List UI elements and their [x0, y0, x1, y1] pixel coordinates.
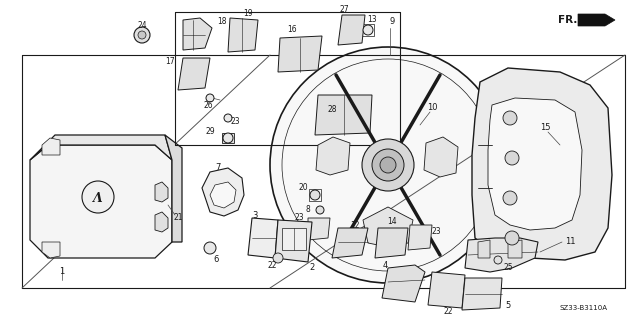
Polygon shape — [465, 238, 538, 272]
Text: 16: 16 — [287, 26, 297, 35]
Text: 18: 18 — [217, 18, 226, 27]
Polygon shape — [165, 135, 182, 242]
Text: 1: 1 — [59, 268, 65, 276]
Polygon shape — [508, 240, 522, 258]
Text: 26: 26 — [203, 100, 213, 109]
Circle shape — [363, 25, 373, 35]
Polygon shape — [478, 240, 490, 258]
Circle shape — [372, 149, 404, 181]
Polygon shape — [155, 182, 168, 202]
Text: 8: 8 — [305, 205, 310, 214]
Circle shape — [505, 231, 519, 245]
Text: 25: 25 — [503, 263, 513, 273]
Circle shape — [505, 151, 519, 165]
Polygon shape — [424, 137, 458, 177]
Polygon shape — [462, 278, 502, 310]
Text: 17: 17 — [165, 58, 175, 67]
Text: 9: 9 — [389, 18, 394, 27]
Text: 19: 19 — [243, 10, 253, 19]
Polygon shape — [42, 242, 60, 258]
Circle shape — [503, 111, 517, 125]
Polygon shape — [183, 18, 212, 50]
Text: 6: 6 — [213, 255, 219, 265]
Polygon shape — [316, 137, 350, 175]
Polygon shape — [42, 138, 60, 155]
Text: 3: 3 — [252, 211, 258, 220]
Text: 29: 29 — [206, 127, 215, 137]
Circle shape — [82, 181, 114, 213]
Polygon shape — [155, 212, 168, 232]
Polygon shape — [222, 133, 234, 143]
Polygon shape — [488, 98, 582, 230]
Circle shape — [503, 191, 517, 205]
Text: 10: 10 — [426, 103, 437, 113]
Polygon shape — [210, 182, 236, 208]
Polygon shape — [375, 228, 408, 258]
Text: 13: 13 — [367, 15, 377, 25]
Circle shape — [494, 256, 502, 264]
Text: FR.: FR. — [559, 15, 577, 25]
Polygon shape — [278, 36, 322, 72]
Circle shape — [224, 114, 232, 122]
Text: 23: 23 — [431, 228, 441, 236]
Circle shape — [380, 157, 396, 173]
Polygon shape — [30, 145, 172, 258]
Text: 23: 23 — [294, 213, 304, 222]
Polygon shape — [178, 58, 210, 90]
Circle shape — [273, 253, 283, 263]
Text: 28: 28 — [327, 106, 337, 115]
Text: 5: 5 — [505, 300, 510, 309]
Text: 12: 12 — [350, 220, 360, 229]
Text: SZ33-B3110A: SZ33-B3110A — [560, 305, 608, 311]
Circle shape — [138, 31, 146, 39]
Polygon shape — [30, 135, 172, 160]
Text: 14: 14 — [387, 218, 397, 227]
Text: 23: 23 — [230, 117, 240, 126]
Polygon shape — [275, 220, 312, 262]
Polygon shape — [338, 15, 365, 45]
Circle shape — [206, 94, 214, 102]
Text: 22: 22 — [443, 308, 453, 316]
Text: 2: 2 — [309, 263, 314, 273]
Polygon shape — [315, 95, 372, 135]
Text: 24: 24 — [137, 20, 147, 29]
Polygon shape — [228, 18, 258, 52]
Polygon shape — [363, 207, 413, 247]
Polygon shape — [248, 218, 278, 258]
Polygon shape — [578, 14, 615, 26]
Text: 20: 20 — [298, 183, 308, 193]
Circle shape — [270, 47, 506, 283]
Text: 21: 21 — [173, 212, 183, 221]
Circle shape — [310, 190, 320, 200]
Circle shape — [362, 139, 414, 191]
Text: 7: 7 — [215, 164, 221, 172]
Polygon shape — [428, 272, 465, 308]
Polygon shape — [332, 228, 368, 258]
Polygon shape — [472, 68, 612, 260]
Text: 11: 11 — [565, 237, 576, 246]
Polygon shape — [308, 218, 330, 240]
Circle shape — [204, 242, 216, 254]
Polygon shape — [382, 265, 425, 302]
Polygon shape — [282, 228, 306, 250]
Circle shape — [134, 27, 150, 43]
Polygon shape — [408, 225, 432, 250]
Text: Λ: Λ — [93, 191, 103, 204]
Text: 22: 22 — [267, 260, 277, 269]
Text: 15: 15 — [540, 124, 550, 132]
Circle shape — [316, 206, 324, 214]
Circle shape — [223, 133, 233, 143]
Text: 27: 27 — [339, 5, 349, 14]
Text: 4: 4 — [383, 260, 388, 269]
Polygon shape — [202, 168, 244, 216]
